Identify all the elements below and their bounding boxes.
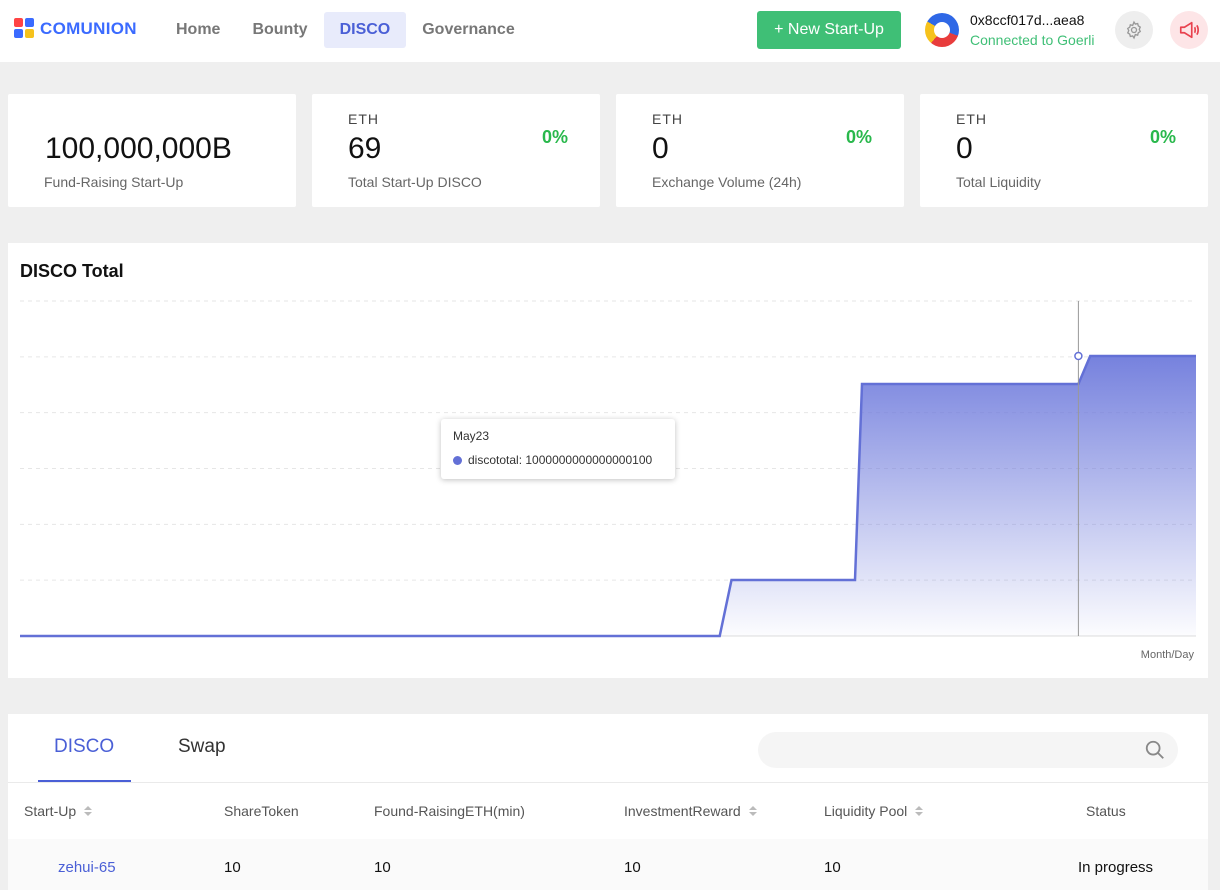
table-row[interactable]: [8, 839, 1208, 890]
cell-status: In progress: [1078, 859, 1154, 876]
tooltip-date: May23: [453, 429, 490, 443]
series-dot-icon: [453, 455, 462, 465]
wallet-avatar[interactable]: [925, 13, 959, 47]
series-area: [20, 356, 1196, 636]
stat-card-fundraising: 100,000,000B Fund-Raising Start-Up: [8, 94, 296, 207]
tab-swap[interactable]: Swap: [178, 736, 226, 757]
search-icon[interactable]: [1144, 739, 1166, 761]
cell-liquidity-pool: 10: [824, 859, 841, 876]
column-header-status: Status: [1086, 803, 1126, 819]
stat-change: 0%: [1149, 127, 1176, 147]
stat-label: Fund-Raising Start-Up: [44, 174, 184, 190]
series-line: [20, 354, 1196, 638]
stat-value: 0: [956, 132, 973, 165]
tabs-divider: [8, 782, 1208, 783]
startup-name-link[interactable]: zehui-65: [58, 859, 116, 876]
sort-icon[interactable]: [915, 806, 924, 816]
gear-icon: [1126, 20, 1142, 40]
disco-total-chart[interactable]: [8, 243, 1208, 678]
main-nav: Home Bounty DISCO Governance: [160, 12, 531, 48]
chart-title: DISCO Total: [20, 261, 124, 281]
cell-investment-reward: 10: [624, 859, 641, 876]
stat-value: 69: [348, 132, 382, 165]
sort-icon[interactable]: [748, 806, 757, 816]
sort-icon[interactable]: [84, 806, 93, 816]
nav-bounty[interactable]: Bounty: [252, 21, 308, 38]
new-startup-button[interactable]: + New Start-Up: [757, 11, 901, 49]
nav-home[interactable]: Home: [176, 21, 221, 38]
x-axis-label: Month/Day: [1140, 649, 1194, 661]
column-header-liquidity-pool[interactable]: Liquidity Pool: [824, 803, 924, 819]
network-status: Connected to Goerli: [970, 32, 1095, 48]
stat-value: 100,000,000B: [45, 132, 232, 165]
tooltip-row: discototal: 1000000000000000100: [453, 453, 663, 467]
stat-currency: ETH: [652, 111, 683, 127]
top-navbar: COMUNION Home Bounty DISCO Governance + …: [0, 0, 1220, 62]
stat-card-total-liquidity: ETH 0 Total Liquidity 0%: [920, 94, 1208, 207]
stat-label: Exchange Volume (24h): [652, 174, 802, 190]
cell-found-raising: 10: [374, 859, 391, 876]
column-header-found-raising: Found-RaisingETH(min): [374, 803, 525, 819]
logo-text: COMUNION: [40, 19, 137, 38]
stat-change: 0%: [845, 127, 872, 147]
logo[interactable]: COMUNION: [14, 18, 137, 40]
search-input[interactable]: [758, 732, 1178, 768]
startup-table-panel: DISCO Swap Start-Up ShareToken Found-Rai…: [8, 714, 1208, 890]
stat-label: Total Liquidity: [956, 174, 1041, 190]
stat-card-total-disco: ETH 69 Total Start-Up DISCO 0%: [312, 94, 600, 207]
stat-currency: ETH: [956, 111, 987, 127]
comunion-logo-icon: [14, 18, 36, 40]
announcement-button[interactable]: [1170, 11, 1208, 49]
column-header-share-token: ShareToken: [224, 803, 299, 819]
active-tab-indicator: [38, 780, 131, 782]
wallet-address[interactable]: 0x8ccf017d...aea8: [970, 12, 1085, 28]
tooltip-value: 1000000000000000100: [525, 453, 653, 467]
tab-disco[interactable]: DISCO: [54, 736, 115, 757]
settings-button[interactable]: [1115, 11, 1153, 49]
cell-share-token: 10: [224, 859, 241, 876]
stat-change: 0%: [541, 127, 568, 147]
disco-total-chart-panel: DISCO Total May23 discototal: 1000000000…: [8, 243, 1208, 678]
megaphone-icon: [1179, 21, 1199, 39]
stat-label: Total Start-Up DISCO: [348, 174, 482, 190]
stat-value: 0: [652, 132, 669, 165]
nav-disco[interactable]: DISCO: [323, 12, 407, 48]
nav-governance[interactable]: Governance: [422, 21, 515, 38]
column-header-investment-reward[interactable]: InvestmentReward: [624, 803, 757, 819]
stat-card-exchange-volume: ETH 0 Exchange Volume (24h) 0%: [616, 94, 904, 207]
tooltip-series: discototal: [468, 453, 519, 467]
stat-currency: ETH: [348, 111, 379, 127]
column-header-startup[interactable]: Start-Up: [24, 803, 93, 819]
hover-point: [1074, 351, 1083, 361]
chart-tooltip: May23 discototal: 1000000000000000100: [441, 419, 675, 479]
